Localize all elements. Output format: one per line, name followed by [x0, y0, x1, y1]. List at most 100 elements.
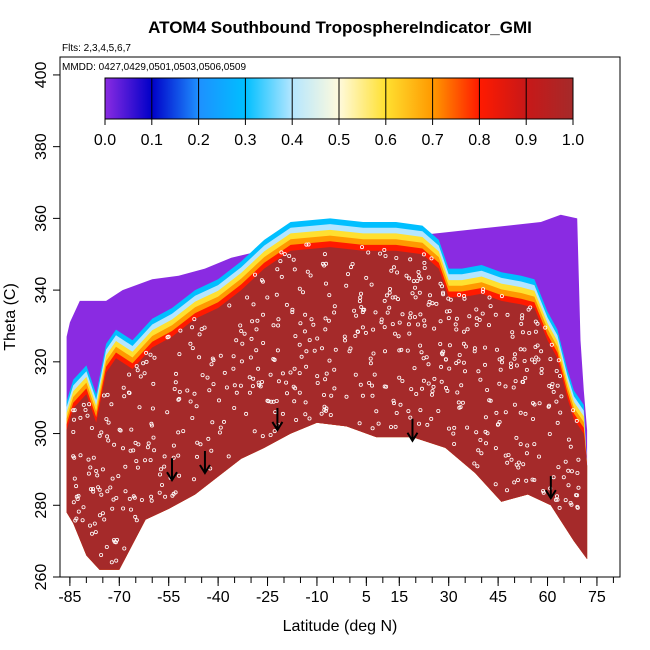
- obs-point: [188, 341, 193, 346]
- obs-point: [409, 387, 414, 392]
- obs-point: [393, 424, 398, 429]
- obs-point: [287, 253, 292, 258]
- obs-point: [532, 402, 537, 407]
- obs-point: [518, 410, 523, 415]
- obs-point: [446, 426, 451, 431]
- obs-point: [382, 349, 387, 354]
- obs-point: [455, 390, 460, 395]
- obs-point: [412, 366, 417, 371]
- obs-point: [72, 408, 77, 413]
- obs-point: [487, 295, 492, 300]
- obs-point: [177, 352, 182, 357]
- obs-point: [575, 470, 580, 475]
- obs-point: [342, 338, 347, 343]
- obs-point: [418, 312, 423, 317]
- obs-point: [106, 420, 111, 425]
- obs-point: [399, 347, 404, 352]
- obs-point: [520, 313, 525, 318]
- obs-point: [371, 351, 376, 356]
- y-tick-label: 260: [33, 564, 50, 591]
- obs-point: [439, 351, 444, 356]
- obs-point: [319, 411, 324, 416]
- obs-point: [315, 380, 320, 385]
- surface-arrows: [166, 407, 557, 500]
- obs-point: [525, 443, 530, 448]
- obs-point: [110, 476, 115, 481]
- obs-point: [89, 425, 94, 430]
- obs-point: [512, 402, 517, 407]
- obs-point: [209, 448, 214, 453]
- surface-arrow: [406, 418, 419, 443]
- obs-point: [519, 321, 524, 326]
- obs-point: [177, 396, 182, 401]
- obs-point: [518, 347, 523, 352]
- obs-point: [311, 322, 316, 327]
- obs-point: [387, 286, 392, 291]
- obs-point: [457, 292, 462, 297]
- obs-point: [355, 329, 360, 334]
- obs-point: [387, 305, 392, 310]
- obs-point: [322, 404, 327, 409]
- obs-point: [322, 263, 327, 268]
- obs-point: [251, 376, 256, 381]
- obs-point: [378, 251, 383, 256]
- obs-point: [509, 457, 514, 462]
- obs-point: [465, 327, 470, 332]
- obs-point: [303, 312, 308, 317]
- obs-point: [105, 434, 110, 439]
- obs-point: [202, 325, 207, 330]
- x-tick-label: -25: [256, 589, 279, 606]
- obs-point: [370, 426, 375, 431]
- obs-point: [139, 497, 144, 502]
- x-axis-title: Latitude (deg N): [283, 618, 398, 635]
- obs-point: [97, 433, 102, 438]
- obs-point: [483, 441, 488, 446]
- obs-point: [558, 373, 563, 378]
- x-tick-label: -40: [207, 589, 230, 606]
- obs-point: [100, 511, 105, 516]
- obs-point: [99, 492, 104, 497]
- obs-point: [232, 405, 237, 410]
- obs-point: [549, 342, 554, 347]
- obs-point: [477, 317, 482, 322]
- obs-point: [323, 327, 328, 332]
- obs-point: [474, 322, 479, 327]
- obs-point: [299, 354, 304, 359]
- obs-point: [113, 540, 118, 545]
- obs-point: [170, 493, 175, 498]
- obs-point: [159, 482, 164, 487]
- obs-point: [176, 397, 181, 402]
- x-tick-label: 15: [390, 589, 408, 606]
- obs-point: [326, 318, 331, 323]
- obs-point: [86, 471, 91, 476]
- obs-point: [430, 389, 435, 394]
- obs-point: [524, 367, 529, 372]
- obs-point: [532, 477, 537, 482]
- obs-point: [157, 472, 162, 477]
- obs-point: [148, 352, 153, 357]
- obs-point: [539, 366, 544, 371]
- obs-point: [414, 391, 419, 396]
- obs-point: [410, 291, 415, 296]
- obs-point: [441, 292, 446, 297]
- obs-point: [510, 334, 515, 339]
- obs-point: [424, 355, 429, 360]
- obs-point: [111, 497, 116, 502]
- obs-point: [248, 355, 253, 360]
- colorbar-ticks: 0.0 0.1 0.2 0.3 0.4 0.5 0.6 0.7 0.8 0.9 1.0: [94, 78, 584, 149]
- obs-point: [251, 302, 256, 307]
- obs-point: [427, 299, 432, 304]
- mmdd-label: MMDD: 0427,0429,0501,0503,0506,0509: [62, 62, 246, 73]
- obs-point: [88, 465, 93, 470]
- surface-arrow: [544, 476, 557, 500]
- obs-point: [405, 348, 410, 353]
- obs-point: [438, 341, 443, 346]
- obs-point: [537, 401, 542, 406]
- obs-point: [276, 379, 281, 384]
- obs-point: [216, 398, 221, 403]
- obs-point: [447, 309, 452, 314]
- obs-point: [250, 384, 255, 389]
- obs-point: [191, 477, 196, 482]
- obs-point: [114, 558, 119, 563]
- obs-point: [524, 478, 529, 483]
